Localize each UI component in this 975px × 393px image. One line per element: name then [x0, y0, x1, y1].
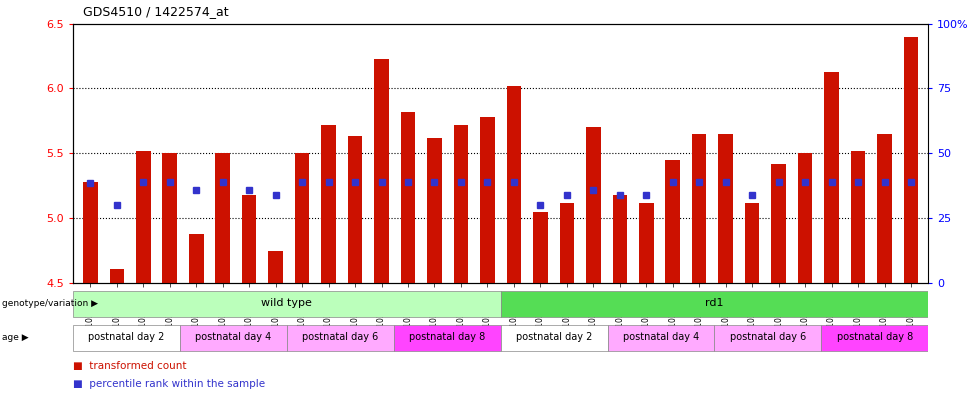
Bar — [480, 117, 494, 283]
Bar — [612, 195, 627, 283]
Bar — [427, 138, 442, 283]
Bar — [374, 59, 389, 283]
Bar — [607, 325, 715, 351]
Text: postnatal day 2: postnatal day 2 — [89, 332, 165, 342]
Bar — [268, 251, 283, 283]
Bar — [798, 153, 812, 283]
Text: wild type: wild type — [261, 298, 312, 308]
Bar — [560, 202, 574, 283]
Bar — [453, 125, 468, 283]
Text: GDS4510 / 1422574_at: GDS4510 / 1422574_at — [83, 5, 228, 18]
Bar — [189, 234, 204, 283]
Bar — [501, 291, 928, 317]
Bar — [851, 151, 866, 283]
Bar — [294, 153, 309, 283]
Bar — [824, 72, 838, 283]
Text: postnatal day 2: postnatal day 2 — [516, 332, 592, 342]
Text: postnatal day 8: postnatal day 8 — [410, 332, 486, 342]
Text: genotype/variation ▶: genotype/variation ▶ — [2, 299, 98, 308]
Bar — [394, 325, 501, 351]
Text: postnatal day 8: postnatal day 8 — [837, 332, 913, 342]
Bar — [109, 269, 124, 283]
Text: age ▶: age ▶ — [2, 333, 28, 342]
Bar — [745, 202, 760, 283]
Bar — [348, 136, 363, 283]
Bar — [715, 325, 821, 351]
Text: postnatal day 6: postnatal day 6 — [729, 332, 806, 342]
Bar — [136, 151, 150, 283]
Bar — [180, 325, 287, 351]
Bar — [501, 325, 607, 351]
Bar — [639, 202, 653, 283]
Text: ■  transformed count: ■ transformed count — [73, 362, 186, 371]
Bar — [821, 325, 928, 351]
Bar — [322, 125, 335, 283]
Bar — [73, 291, 501, 317]
Bar — [533, 212, 548, 283]
Bar — [586, 127, 601, 283]
Bar — [401, 112, 415, 283]
Text: postnatal day 6: postnatal day 6 — [302, 332, 378, 342]
Bar — [666, 160, 680, 283]
Bar — [507, 86, 522, 283]
Bar — [771, 163, 786, 283]
Bar — [692, 134, 707, 283]
Bar — [904, 37, 918, 283]
Bar — [242, 195, 256, 283]
Text: rd1: rd1 — [705, 298, 723, 308]
Bar — [163, 153, 177, 283]
Bar — [73, 325, 180, 351]
Text: postnatal day 4: postnatal day 4 — [623, 332, 699, 342]
Bar — [287, 325, 394, 351]
Bar — [83, 182, 98, 283]
Text: ■  percentile rank within the sample: ■ percentile rank within the sample — [73, 379, 265, 389]
Bar — [719, 134, 733, 283]
Bar — [215, 153, 230, 283]
Bar — [878, 134, 892, 283]
Text: postnatal day 4: postnatal day 4 — [195, 332, 272, 342]
